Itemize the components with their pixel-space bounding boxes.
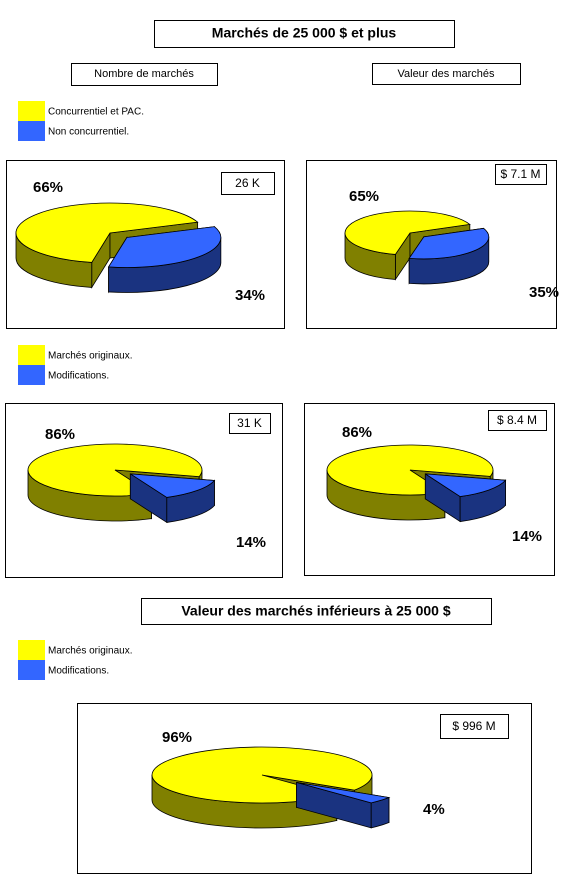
legend-label: Modifications. xyxy=(48,371,109,382)
legend-label: Marchés originaux. xyxy=(48,351,132,362)
legend-swatch xyxy=(18,640,45,660)
slice xyxy=(425,473,507,497)
data-label: 34% xyxy=(235,287,265,304)
total-box xyxy=(221,172,275,195)
data-label: 86% xyxy=(342,424,372,441)
column-header-box xyxy=(372,63,521,85)
subtitle: Valeur des marchés inférieurs à 25 000 $ xyxy=(181,603,450,619)
total-label: $ 996 M xyxy=(452,719,495,733)
total-box xyxy=(495,164,547,185)
data-label: 14% xyxy=(236,534,266,551)
slice xyxy=(107,226,222,268)
total-label: $ 8.4 M xyxy=(497,413,537,427)
slice xyxy=(408,227,490,260)
data-label: 96% xyxy=(162,729,192,746)
data-label: 65% xyxy=(349,188,379,205)
title-box xyxy=(154,20,455,48)
total-label: 31 K xyxy=(237,416,262,430)
slice xyxy=(15,202,199,263)
slice xyxy=(151,746,373,804)
data-label: 86% xyxy=(45,426,75,443)
data-label: 35% xyxy=(529,284,559,301)
column-header: Valeur des marchés xyxy=(397,68,495,80)
slice xyxy=(326,444,494,496)
legend-label: Non concurrentiel. xyxy=(48,127,129,138)
data-label: 14% xyxy=(512,528,542,545)
total-label: $ 7.1 M xyxy=(500,167,540,181)
slice xyxy=(296,781,391,804)
slice xyxy=(130,473,216,498)
legend-swatch xyxy=(18,660,45,680)
legend-label: Marchés originaux. xyxy=(48,646,132,657)
legend-swatch xyxy=(18,101,45,121)
column-header: Nombre de marchés xyxy=(94,68,194,80)
legend-label: Concurrentiel et PAC. xyxy=(48,107,144,118)
data-label: 4% xyxy=(423,801,445,818)
legend-swatch xyxy=(18,365,45,385)
subtitle-box xyxy=(141,598,492,625)
total-box xyxy=(229,413,271,434)
title: Marchés de 25 000 $ et plus xyxy=(212,25,397,41)
legend-label: Modifications. xyxy=(48,666,109,677)
total-box xyxy=(488,410,547,431)
column-header-box xyxy=(71,63,218,86)
slice xyxy=(27,443,203,497)
slice xyxy=(344,210,471,255)
data-label: 66% xyxy=(33,179,63,196)
total-label: 26 K xyxy=(235,176,260,190)
total-box xyxy=(440,714,509,739)
legend-swatch xyxy=(18,345,45,365)
legend-swatch xyxy=(18,121,45,141)
